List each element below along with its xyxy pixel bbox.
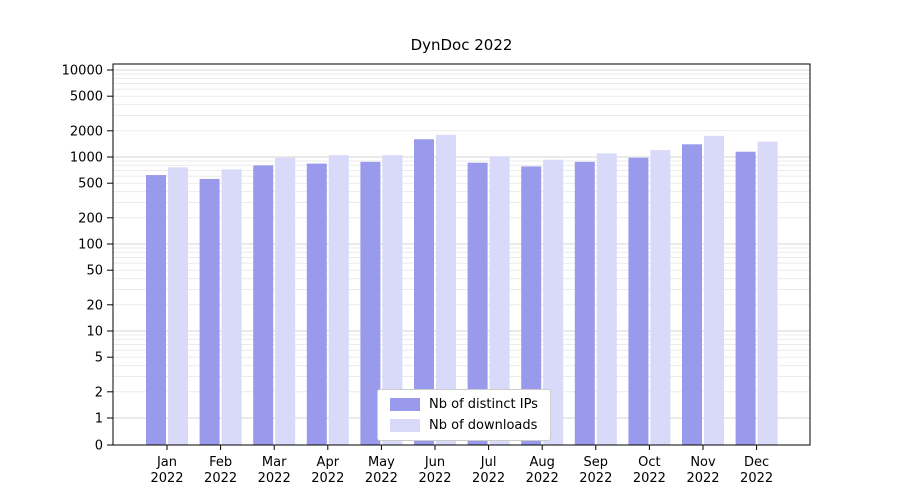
- bar-downloads-nov: [704, 135, 724, 445]
- bar-downloads-feb: [221, 169, 242, 445]
- x-tick-label-month: Aug: [530, 455, 555, 470]
- x-tick-label-month: Jan: [156, 455, 177, 470]
- bar-downloads-jun: [436, 134, 456, 445]
- x-tick-label-year: 2022: [579, 471, 612, 486]
- x-tick-label-month: Apr: [317, 455, 340, 470]
- bar-distinct-ips-aug: [521, 166, 542, 446]
- bar-distinct-ips-jun: [414, 139, 434, 445]
- legend-swatch-downloads: [390, 419, 420, 432]
- bar-downloads-sep: [596, 153, 617, 445]
- y-tick-label: 500: [78, 177, 103, 192]
- bar-downloads-jan: [168, 167, 188, 446]
- x-tick-label-month: Jun: [424, 455, 445, 470]
- y-tick-label: 20: [86, 298, 103, 313]
- y-tick-label: 200: [78, 211, 103, 226]
- legend: Nb of distinct IPs Nb of downloads: [377, 389, 551, 441]
- y-tick-label: 100: [78, 238, 103, 253]
- bar-distinct-ips-jul: [467, 162, 488, 445]
- bar-distinct-ips-jan: [146, 175, 166, 445]
- y-tick-label: 2: [95, 385, 103, 400]
- x-tick-label-year: 2022: [258, 471, 291, 486]
- bar-downloads-dec: [757, 141, 778, 445]
- legend-item-distinct-ips: Nb of distinct IPs: [390, 397, 538, 412]
- x-tick-label-year: 2022: [311, 471, 344, 486]
- bar-downloads-apr: [328, 155, 349, 445]
- x-tick-label-year: 2022: [526, 471, 559, 486]
- bar-distinct-ips-sep: [574, 161, 595, 445]
- y-tick-label: 1000: [70, 151, 103, 166]
- bar-distinct-ips-dec: [735, 151, 756, 445]
- bar-downloads-oct: [650, 150, 671, 445]
- y-tick-label: 5000: [70, 90, 103, 105]
- bar-downloads-aug: [543, 159, 564, 445]
- chart-title: DynDoc 2022: [410, 36, 513, 54]
- bar-distinct-ips-apr: [306, 163, 327, 445]
- x-tick-label-month: Jul: [480, 455, 497, 470]
- x-tick-label-month: Oct: [638, 455, 660, 470]
- x-tick-label-year: 2022: [204, 471, 237, 486]
- bar-downloads-mar: [275, 157, 296, 445]
- bar-downloads-jul: [489, 156, 510, 446]
- x-tick-label-year: 2022: [740, 471, 773, 486]
- bar-downloads-may: [382, 155, 403, 445]
- y-tick-label: 50: [86, 264, 103, 279]
- bar-distinct-ips-feb: [199, 178, 220, 445]
- bar-distinct-ips-oct: [628, 157, 649, 445]
- bar-distinct-ips-nov: [682, 144, 702, 445]
- legend-swatch-distinct-ips: [390, 398, 420, 411]
- x-tick-label-month: Sep: [584, 455, 609, 470]
- x-tick-label-year: 2022: [686, 471, 719, 486]
- plot-border: [112, 63, 811, 446]
- x-tick-label-year: 2022: [150, 471, 183, 486]
- x-tick-label-month: Mar: [262, 455, 287, 470]
- bar-distinct-ips-mar: [253, 165, 274, 446]
- legend-label-distinct-ips: Nb of distinct IPs: [429, 397, 538, 412]
- x-tick-label-year: 2022: [365, 471, 398, 486]
- x-tick-label-month: Feb: [209, 455, 232, 470]
- y-tick-label: 1: [95, 412, 103, 427]
- x-tick-label-month: May: [368, 455, 395, 470]
- x-tick-label-year: 2022: [633, 471, 666, 486]
- x-tick-label-year: 2022: [418, 471, 451, 486]
- bar-distinct-ips-may: [360, 161, 381, 445]
- y-tick-label: 0: [95, 439, 103, 454]
- y-tick-label: 5: [95, 351, 103, 366]
- x-tick-label-year: 2022: [472, 471, 505, 486]
- y-tick-label: 2000: [70, 124, 103, 139]
- x-tick-label-month: Nov: [690, 455, 716, 470]
- y-tick-label: 10000: [62, 64, 103, 79]
- legend-item-downloads: Nb of downloads: [390, 418, 538, 433]
- y-tick-label: 10: [86, 325, 103, 340]
- legend-label-downloads: Nb of downloads: [429, 418, 538, 433]
- x-tick-label-month: Dec: [744, 455, 769, 470]
